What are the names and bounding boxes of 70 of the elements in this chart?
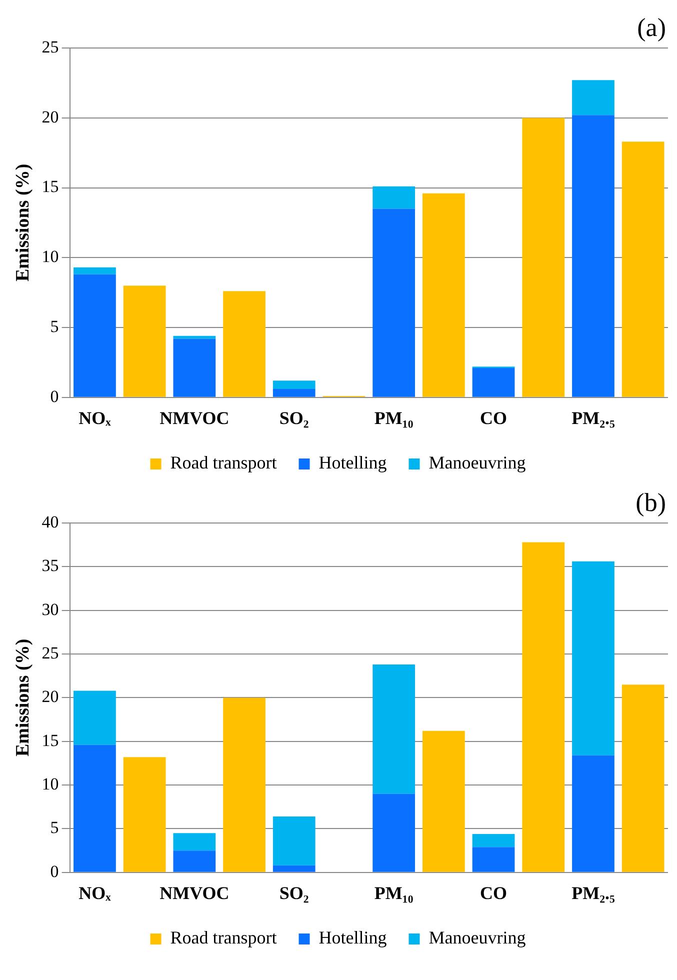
bar bbox=[173, 338, 216, 397]
bar bbox=[74, 267, 116, 274]
legend-label: Hotelling bbox=[318, 452, 387, 473]
bar bbox=[572, 80, 614, 116]
x-tick-label: PM₁₀ bbox=[374, 408, 414, 428]
y-tick-label: 10 bbox=[42, 774, 59, 794]
bar bbox=[472, 834, 515, 848]
x-tick-label: PM₁₀ bbox=[374, 882, 414, 903]
bar bbox=[622, 684, 664, 872]
bar bbox=[372, 186, 416, 209]
y-tick-label: 10 bbox=[42, 247, 59, 266]
y-tick-label: 15 bbox=[42, 177, 59, 196]
bar bbox=[223, 291, 266, 397]
y-tick-label: 30 bbox=[42, 600, 59, 619]
y-tick-label: 0 bbox=[50, 862, 59, 881]
bar bbox=[572, 755, 614, 872]
bar bbox=[472, 368, 515, 397]
bar bbox=[173, 850, 216, 872]
legend-label: Manoeuvring bbox=[428, 452, 526, 473]
x-tick-label: SO₂ bbox=[279, 882, 309, 903]
y-tick-label: 5 bbox=[50, 818, 59, 838]
y-tick-label: 15 bbox=[42, 730, 59, 750]
y-tick-label: 25 bbox=[42, 37, 59, 56]
legend-label: Hotelling bbox=[318, 928, 387, 948]
x-tick-label: CO bbox=[480, 408, 508, 428]
x-tick-label: NOₓ bbox=[78, 408, 112, 428]
legend-label: Road transport bbox=[170, 452, 277, 473]
x-tick-label: CO bbox=[480, 882, 508, 903]
bar bbox=[372, 208, 416, 397]
x-tick-label: NMVOC bbox=[160, 408, 230, 428]
y-tick-label: 5 bbox=[50, 316, 59, 336]
text: (b) bbox=[636, 488, 666, 517]
bar bbox=[74, 274, 116, 397]
x-tick-label: PM₂.₅ bbox=[572, 882, 615, 903]
bar bbox=[74, 744, 116, 872]
y-tick-label: 0 bbox=[50, 386, 59, 406]
x-tick-label: NOₓ bbox=[78, 882, 112, 903]
y-tick-label: 35 bbox=[42, 556, 59, 576]
y-tick-label: 25 bbox=[42, 643, 59, 662]
y-tick-label: 20 bbox=[42, 107, 59, 126]
bar bbox=[272, 380, 316, 390]
bar bbox=[123, 286, 166, 397]
bar bbox=[522, 118, 565, 397]
bar bbox=[173, 833, 216, 851]
bar bbox=[272, 389, 316, 397]
legend-label: Road transport bbox=[170, 928, 277, 948]
bar bbox=[74, 690, 116, 745]
bar bbox=[372, 664, 416, 794]
bar bbox=[173, 336, 216, 339]
bar bbox=[123, 757, 166, 872]
y-axis-title: Emissions (%) bbox=[12, 164, 34, 282]
legend-label: Manoeuvring bbox=[428, 928, 526, 948]
text: (a) bbox=[637, 12, 666, 42]
x-tick-label: PM₂.₅ bbox=[572, 408, 615, 428]
y-tick-label: 40 bbox=[42, 512, 59, 532]
bar bbox=[272, 816, 316, 866]
bar bbox=[272, 865, 316, 872]
bar bbox=[572, 561, 614, 756]
bar bbox=[422, 730, 465, 872]
bar bbox=[572, 115, 614, 397]
bar bbox=[372, 794, 416, 872]
y-tick-label: 20 bbox=[42, 687, 59, 706]
x-tick-label: SO₂ bbox=[279, 408, 309, 428]
bar bbox=[422, 193, 465, 397]
bar bbox=[223, 698, 266, 872]
bar bbox=[622, 142, 664, 397]
x-tick-label: NMVOC bbox=[160, 882, 230, 903]
bar bbox=[472, 847, 515, 872]
bar bbox=[522, 542, 565, 872]
y-axis-title: Emissions (%) bbox=[12, 638, 34, 757]
